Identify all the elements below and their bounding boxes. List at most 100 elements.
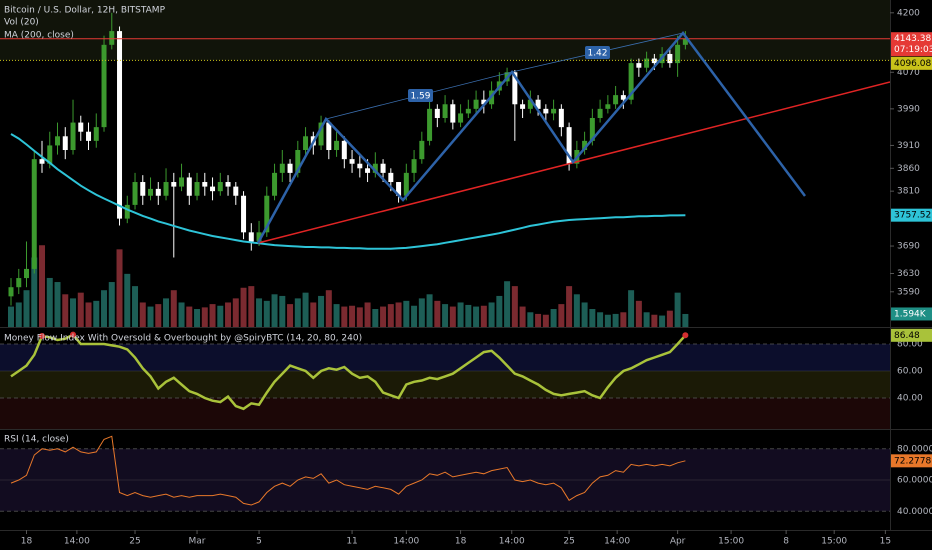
volume-bar bbox=[62, 294, 69, 327]
ma-value-label: 3757.52 bbox=[894, 211, 931, 221]
candle-body bbox=[241, 195, 247, 233]
annotation: 1.42 bbox=[587, 49, 607, 59]
candle-body bbox=[264, 195, 270, 233]
volume-bar bbox=[279, 295, 286, 327]
upper-zone bbox=[0, 0, 890, 61]
overbought-signal bbox=[70, 331, 77, 338]
plot-layer bbox=[0, 0, 890, 512]
x-tick-label: 14:00 bbox=[499, 537, 525, 547]
candle-body bbox=[31, 159, 37, 269]
candle-body bbox=[155, 188, 161, 196]
volume-bar bbox=[581, 302, 588, 327]
zigzag-pattern bbox=[256, 30, 807, 244]
volume-title: Vol (20) bbox=[4, 18, 39, 28]
volume-bar bbox=[23, 290, 30, 327]
candle-body bbox=[434, 108, 440, 118]
volume-bar bbox=[643, 312, 650, 327]
candle-body bbox=[78, 122, 84, 132]
volume-bar bbox=[101, 290, 108, 327]
ma-line bbox=[10, 133, 686, 250]
y-tick-label: 80.00 bbox=[897, 340, 923, 350]
volume-bar bbox=[597, 312, 604, 327]
volume-bar bbox=[310, 302, 317, 327]
volume-bar bbox=[604, 314, 611, 327]
y-tick-label: 60.00 bbox=[897, 367, 923, 377]
volume-bar bbox=[8, 306, 15, 327]
overbought-signal bbox=[39, 332, 46, 339]
volume-bar bbox=[124, 273, 131, 327]
candle-body bbox=[202, 182, 208, 187]
candle-body bbox=[512, 72, 518, 105]
volume-bar bbox=[163, 298, 170, 327]
volume-bar bbox=[411, 305, 418, 327]
volume-bar bbox=[387, 304, 394, 327]
candle-body bbox=[163, 182, 169, 196]
candle-body bbox=[388, 172, 394, 183]
candle-body bbox=[597, 108, 603, 118]
chart-title: Bitcoin / U.S. Dollar, 12H, BITSTAMP bbox=[4, 6, 166, 16]
volume-bar bbox=[139, 302, 146, 327]
volume-bar bbox=[325, 290, 332, 327]
candle-body bbox=[481, 99, 487, 105]
x-tick-label: 15 bbox=[880, 537, 891, 547]
candle-body bbox=[442, 104, 448, 118]
volume-bar bbox=[302, 292, 309, 327]
volume-bar bbox=[232, 298, 239, 327]
candle-body bbox=[47, 145, 53, 164]
candle-body bbox=[667, 53, 673, 64]
volume-bar bbox=[674, 292, 681, 327]
volume-bar bbox=[449, 306, 456, 327]
rsi-title: RSI (14, close) bbox=[4, 435, 69, 445]
volume-bar bbox=[31, 257, 38, 327]
volume-bar bbox=[573, 294, 580, 327]
candle-body bbox=[566, 127, 572, 164]
volume-bar bbox=[70, 298, 77, 327]
candle-body bbox=[117, 31, 123, 219]
y-tick-label: 3990 bbox=[897, 104, 920, 114]
countdown-label: 07:19:03 bbox=[894, 45, 932, 55]
volume-bar bbox=[612, 313, 619, 327]
x-tick-label: 8 bbox=[783, 537, 789, 547]
candle-body bbox=[233, 186, 239, 196]
volume-bar bbox=[170, 290, 177, 327]
y-tick-label: 3630 bbox=[897, 269, 920, 279]
volume-bar bbox=[132, 286, 139, 327]
candle-body bbox=[675, 44, 681, 64]
volume-bar bbox=[550, 309, 557, 327]
volume-bar bbox=[178, 302, 185, 327]
volume-bar bbox=[263, 300, 270, 327]
candle-body bbox=[551, 108, 557, 114]
x-tick-label: Apr bbox=[670, 537, 686, 547]
last-price-label: 4143.38 bbox=[894, 34, 931, 44]
x-tick-label: 11 bbox=[346, 537, 357, 547]
candle-body bbox=[101, 44, 107, 128]
marked-price-label: 4096.08 bbox=[894, 59, 931, 69]
volume-bar bbox=[527, 312, 534, 327]
volume-bar bbox=[666, 310, 673, 327]
volume-value-label-box bbox=[891, 307, 932, 321]
candle-body bbox=[458, 113, 464, 123]
volume-bar bbox=[589, 309, 596, 327]
x-tick-label: 14:00 bbox=[64, 537, 90, 547]
volume-bar bbox=[155, 304, 162, 327]
candle-body bbox=[349, 159, 355, 164]
volume-bar bbox=[635, 300, 642, 327]
y-tick-label: 3810 bbox=[897, 187, 920, 197]
candle-body bbox=[341, 140, 347, 160]
indicator-value-label-box bbox=[891, 328, 932, 342]
mfi-title: Money Flow Index With Oversold & Overbou… bbox=[4, 334, 362, 344]
y-tick-label: 40.0000 bbox=[897, 507, 932, 517]
volume-value-label: 1.594K bbox=[894, 309, 927, 319]
candle-body bbox=[543, 108, 549, 114]
overbought-zone bbox=[0, 344, 890, 372]
volume-bar bbox=[542, 314, 549, 327]
indicator-line bbox=[10, 435, 686, 506]
volume-bar bbox=[511, 286, 518, 327]
y-tick-label: 3910 bbox=[897, 141, 920, 151]
candle-body bbox=[357, 163, 363, 169]
volume-bar bbox=[54, 282, 61, 327]
volume-bar bbox=[496, 295, 503, 327]
volume-bar bbox=[558, 304, 565, 327]
candle-body bbox=[427, 108, 433, 141]
candle-body bbox=[62, 136, 68, 151]
